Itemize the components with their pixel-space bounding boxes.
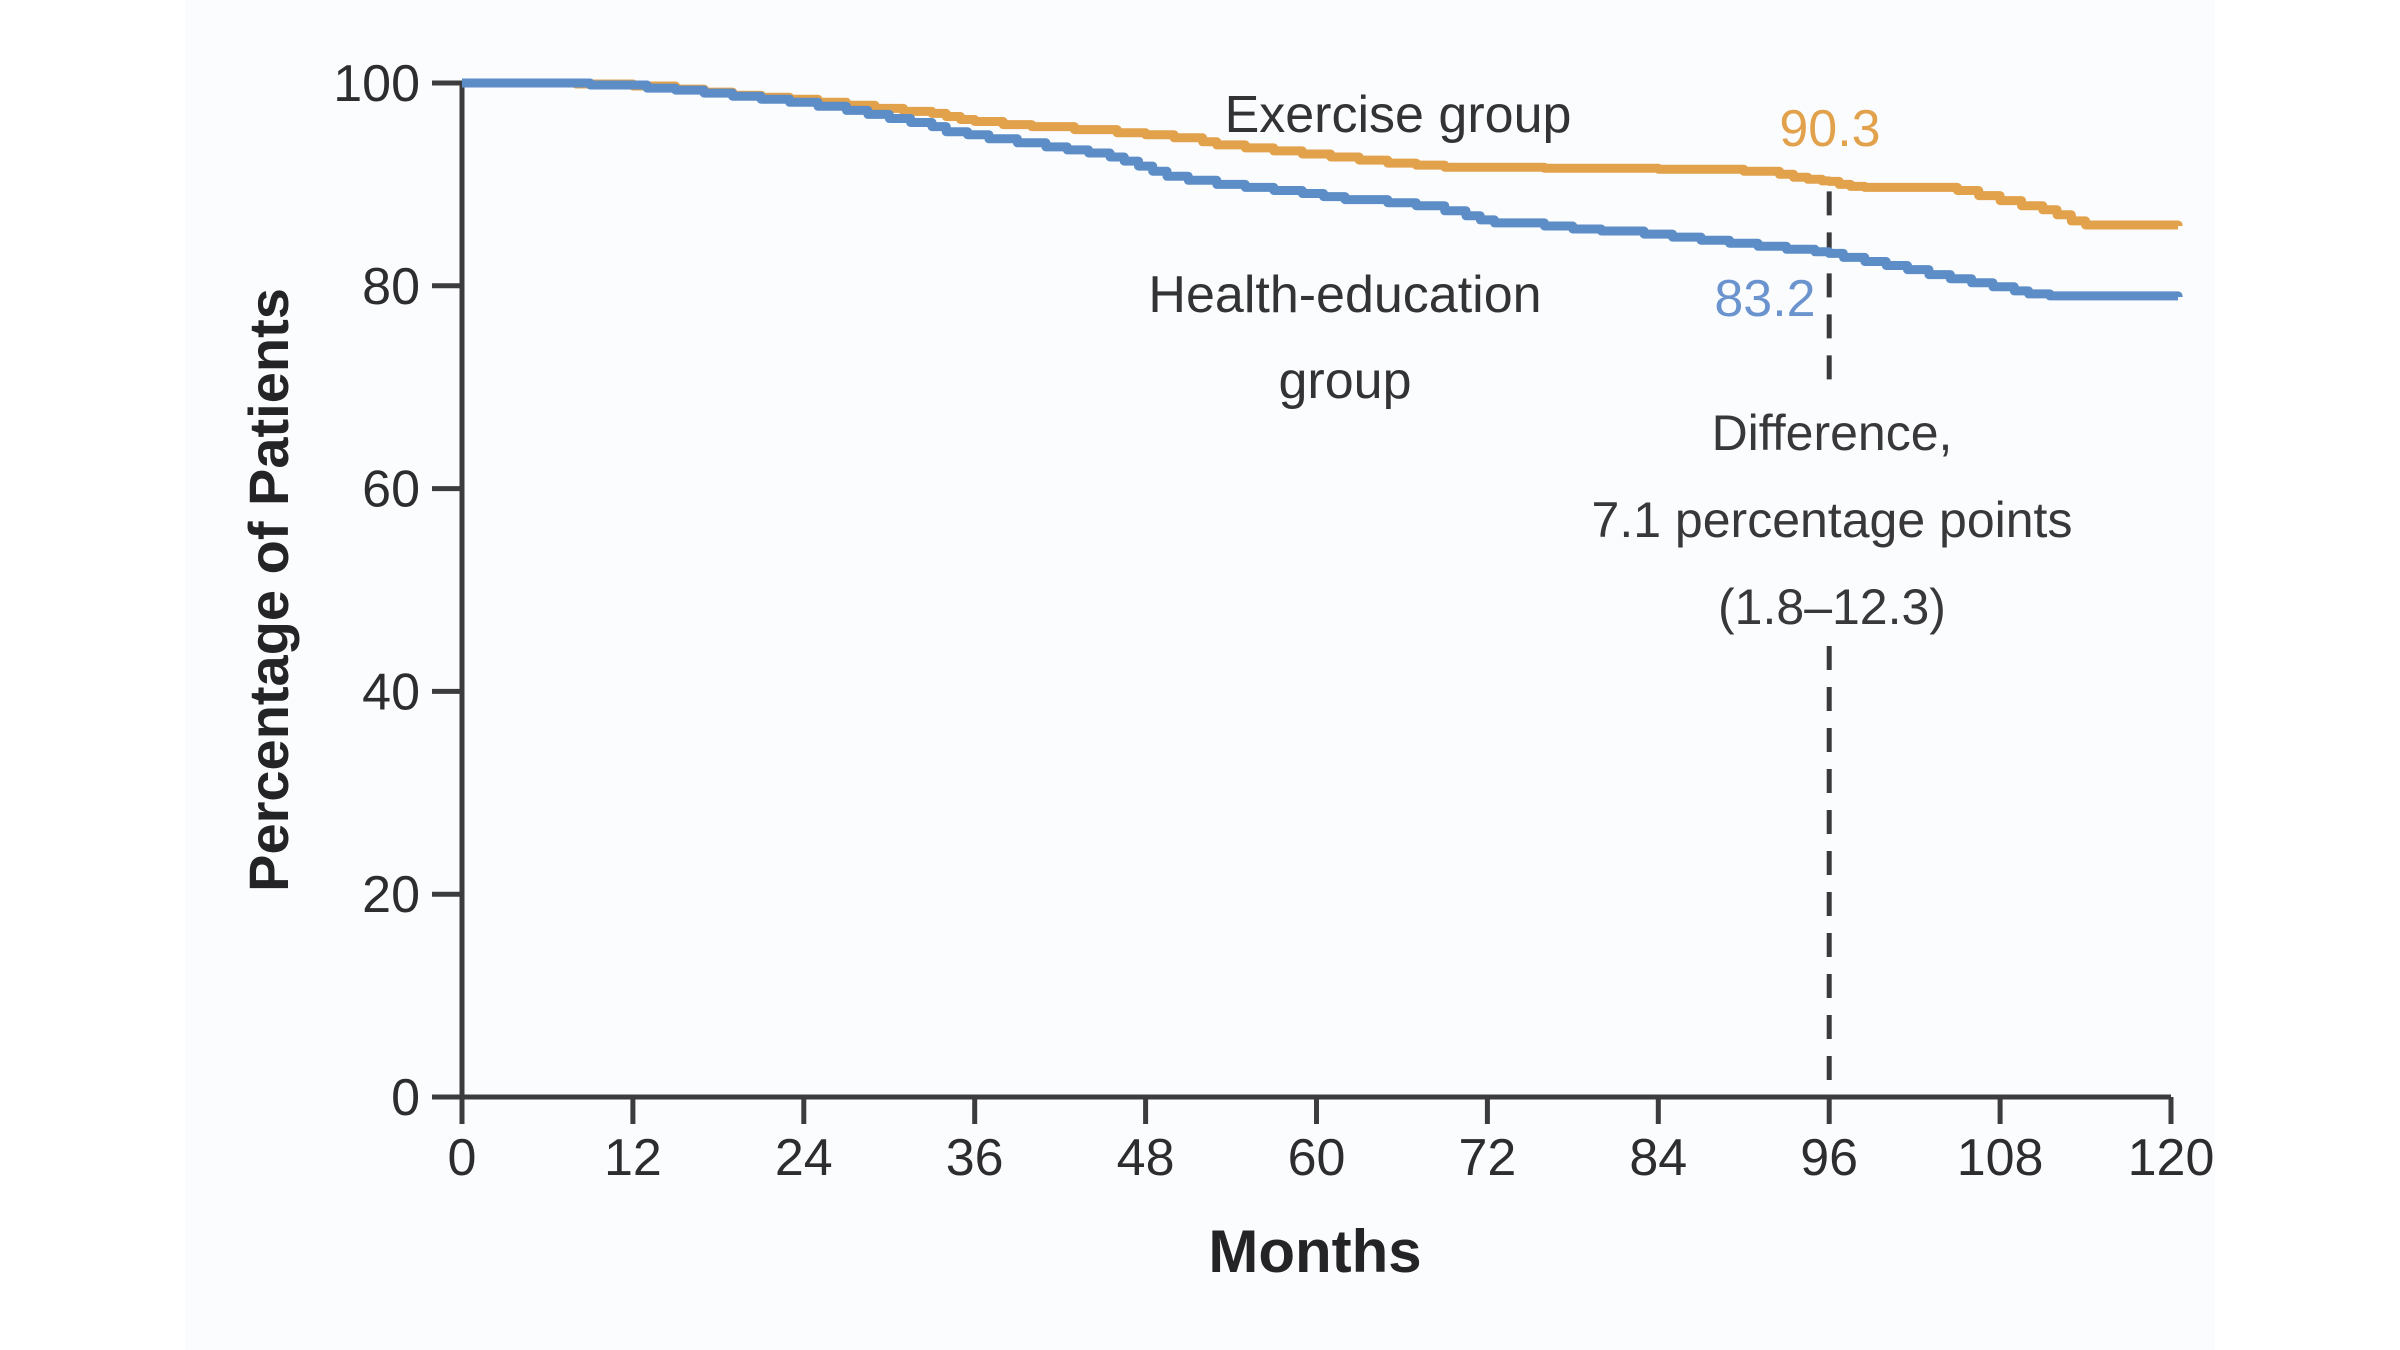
x-tick-label: 72 (1458, 1129, 1516, 1187)
health-education-value-label: 83.2 (1714, 270, 1815, 328)
exercise-value-label: 90.3 (1779, 100, 1880, 158)
survival-curves (462, 78, 2183, 301)
x-tick-label: 108 (1957, 1129, 2044, 1187)
health-education-group-label-line2: group (1279, 352, 1412, 410)
exercise-group-label: Exercise group (1225, 86, 1572, 144)
x-tick-label: 120 (2128, 1129, 2215, 1187)
x-tick-label: 12 (604, 1129, 662, 1187)
x-tick-label: 96 (1800, 1129, 1858, 1187)
difference-annotation-line3: (1.8–12.3) (1718, 579, 1946, 635)
y-tick-label: 0 (391, 1069, 420, 1127)
y-tick-label: 100 (333, 55, 420, 113)
y-tick-label: 40 (362, 663, 420, 721)
y-tick-label: 60 (362, 461, 420, 519)
x-tick-label: 84 (1629, 1129, 1687, 1187)
x-tick-label: 48 (1117, 1129, 1175, 1187)
difference-annotation-line2: 7.1 percentage points (1592, 492, 2073, 548)
x-tick-label: 0 (448, 1129, 477, 1187)
x-tick-label: 60 (1288, 1129, 1346, 1187)
y-tick-label: 80 (362, 258, 420, 316)
health-education-group-curve (462, 78, 2183, 301)
axes: 0 20 40 60 80 100 0 12 24 36 48 60 72 84 96 108 120 (333, 55, 2214, 1187)
x-tick-label: 36 (946, 1129, 1004, 1187)
y-tick-label: 20 (362, 866, 420, 924)
difference-annotation-line1: Difference, (1712, 405, 1953, 461)
health-education-group-label-line1: Health-education (1148, 266, 1541, 324)
figure-panel-background (185, 0, 2215, 1350)
y-axis-title: Percentage of Patients (237, 288, 300, 892)
x-axis-title: Months (1208, 1218, 1421, 1285)
x-tick-label: 24 (775, 1129, 833, 1187)
